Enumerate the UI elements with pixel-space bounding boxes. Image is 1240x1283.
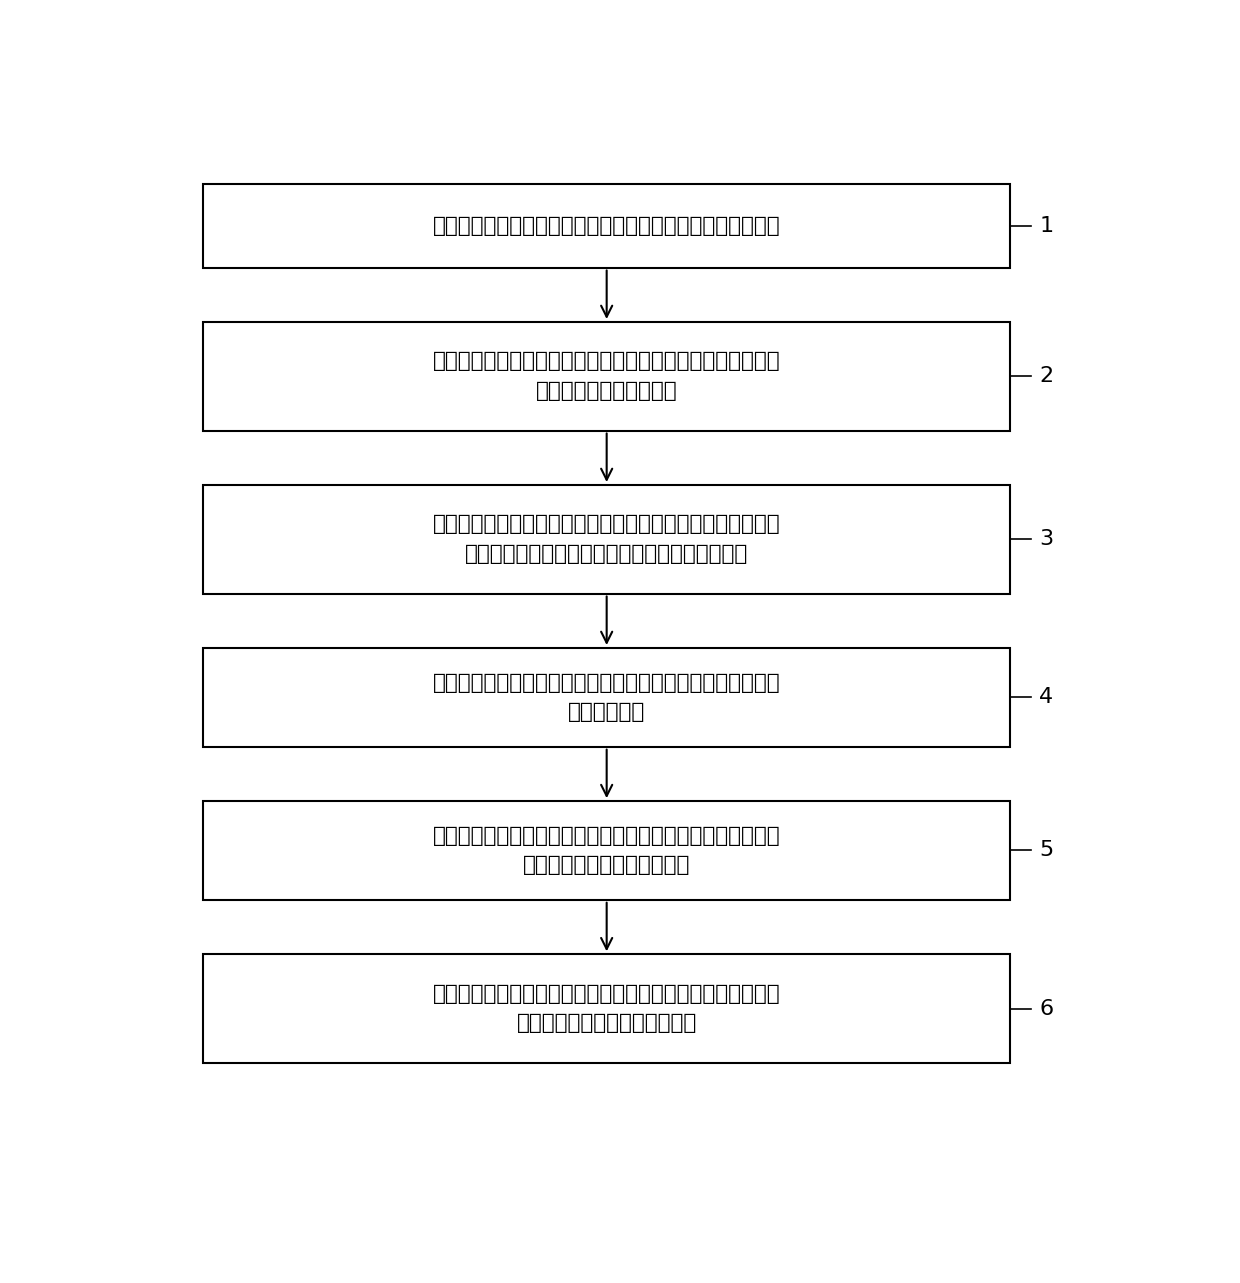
FancyBboxPatch shape: [203, 801, 1011, 899]
FancyBboxPatch shape: [203, 955, 1011, 1062]
Text: 1: 1: [1039, 216, 1053, 236]
FancyBboxPatch shape: [203, 183, 1011, 268]
Text: 3: 3: [1039, 530, 1053, 549]
Text: 根据第一时间粗同步位置和第二时间粗同步位置，联合确定时
间粗同步位置: 根据第一时间粗同步位置和第二时间粗同步位置，联合确定时 间粗同步位置: [433, 672, 780, 722]
Text: 4: 4: [1039, 688, 1053, 707]
FancyBboxPatch shape: [203, 648, 1011, 747]
Text: 根据小点数自相关峰值和大点数自相关峰值计算整数倍频偏估
计粗值和小数倍频偏估计粗值: 根据小点数自相关峰值和大点数自相关峰值计算整数倍频偏估 计粗值和小数倍频偏估计粗…: [433, 826, 780, 875]
Text: 将整数倍频偏估算粗值和小数倍频偏估算粗值通过频偏取值判
决器求出最终准确频偏检测结果: 将整数倍频偏估算粗值和小数倍频偏估算粗值通过频偏取值判 决器求出最终准确频偏检测…: [433, 984, 780, 1033]
Text: 5: 5: [1039, 840, 1053, 861]
Text: 实时并行的通过小点数自相关峰值确定第一时间粗同步位置以
及通过大点数自相关峰值确定第二时间粗同步位置: 实时并行的通过小点数自相关峰值确定第一时间粗同步位置以 及通过大点数自相关峰值确…: [433, 514, 780, 565]
Text: 设置小点数自相关运算器和大点数自相关运算器的相关器长度: 设置小点数自相关运算器和大点数自相关运算器的相关器长度: [433, 216, 780, 236]
Text: 2: 2: [1039, 366, 1053, 386]
Text: 6: 6: [1039, 998, 1053, 1019]
FancyBboxPatch shape: [203, 485, 1011, 594]
FancyBboxPatch shape: [203, 322, 1011, 431]
Text: 对接收端的基带数据序列并行进行小点数长度的自相关运算和
大点数长度的自相关运算: 对接收端的基带数据序列并行进行小点数长度的自相关运算和 大点数长度的自相关运算: [433, 352, 780, 402]
